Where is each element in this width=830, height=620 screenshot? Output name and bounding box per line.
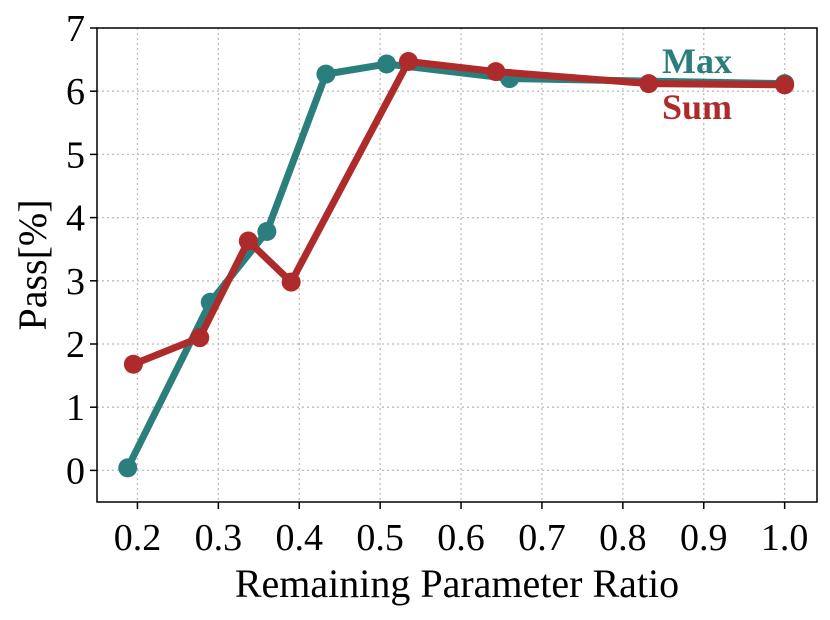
series-line-sum bbox=[129, 57, 789, 368]
data-point-max bbox=[377, 54, 397, 74]
y-tick-label: 7 bbox=[66, 8, 85, 50]
data-point-sum bbox=[775, 75, 795, 95]
y-tick-label: 6 bbox=[66, 71, 85, 113]
x-axis-label: Remaining Parameter Ratio bbox=[235, 561, 679, 606]
series-group bbox=[118, 51, 795, 478]
data-point-max bbox=[316, 64, 336, 84]
data-point-max bbox=[257, 222, 277, 242]
legend: Max Sum bbox=[662, 41, 732, 127]
x-tick-label: 1.0 bbox=[761, 517, 809, 559]
y-tick-label: 2 bbox=[66, 324, 85, 366]
data-point-sum bbox=[398, 51, 418, 71]
data-point-max bbox=[118, 458, 138, 478]
x-tick-label: 0.9 bbox=[680, 517, 728, 559]
x-tick-label: 0.3 bbox=[195, 517, 243, 559]
y-tick-label: 0 bbox=[66, 450, 85, 492]
data-point-sum bbox=[123, 354, 143, 374]
ticks: 0.2 0.3 0.4 0.5 0.6 0.7 0.8 0.9 1.0 0 1 2 3 4 5 6 7 bbox=[66, 8, 808, 559]
y-tick-label: 4 bbox=[66, 198, 85, 240]
x-tick-label: 0.4 bbox=[275, 517, 323, 559]
data-point-sum bbox=[486, 62, 506, 82]
data-point-sum bbox=[190, 328, 210, 348]
x-tick-label: 0.8 bbox=[599, 517, 647, 559]
y-tick-label: 1 bbox=[66, 387, 85, 429]
y-axis-label: Pass[%] bbox=[10, 199, 55, 330]
x-tick-label: 0.2 bbox=[114, 517, 162, 559]
x-tick-label: 0.5 bbox=[356, 517, 404, 559]
legend-entry-max: Max bbox=[662, 41, 732, 81]
plot-frame bbox=[96, 27, 818, 503]
data-point-sum bbox=[281, 272, 301, 292]
legend-entry-sum: Sum bbox=[662, 87, 732, 127]
x-tick-label: 0.6 bbox=[437, 517, 485, 559]
y-tick-label: 5 bbox=[66, 134, 85, 176]
data-point-sum bbox=[639, 74, 659, 94]
y-tick-label: 3 bbox=[66, 261, 85, 303]
series-sum bbox=[123, 51, 795, 374]
x-tick-label: 0.7 bbox=[518, 517, 566, 559]
data-point-sum bbox=[238, 231, 258, 251]
